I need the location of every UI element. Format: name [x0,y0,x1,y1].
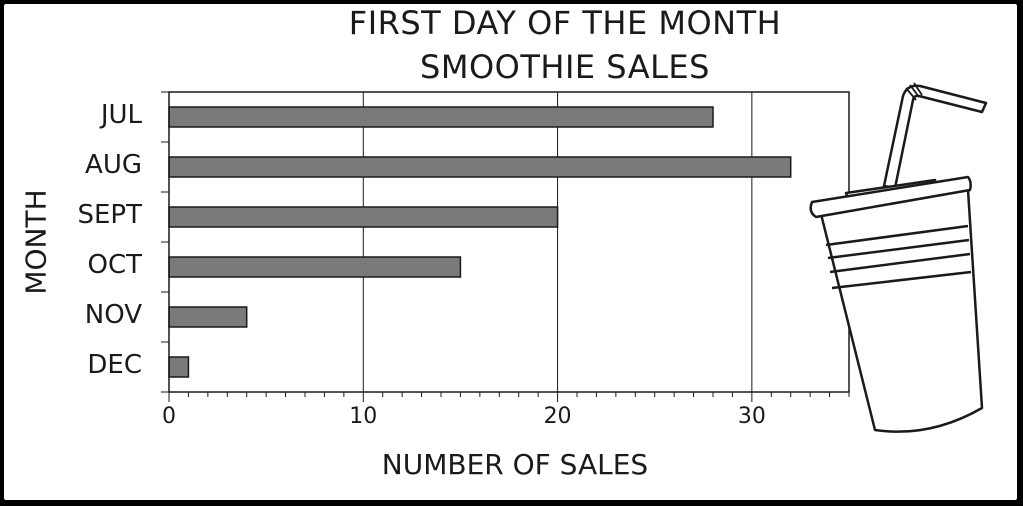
bar-sept [168,206,559,228]
bars [168,106,792,378]
bar-dec [168,356,190,378]
x-axis-label: NUMBER OF SALES [381,448,649,481]
category-label-oct: OCT [87,250,142,280]
bar-oct [168,256,462,278]
x-tick-label-20: 20 [543,404,572,429]
bar-aug [168,156,792,178]
x-tick-label-0: 0 [162,404,176,429]
bar-jul [168,106,714,128]
x-tick-label-10: 10 [349,404,378,429]
category-label-sept: SEPT [77,200,143,230]
axes [161,91,850,402]
grid-lines [362,92,753,392]
bar-nov [168,306,248,328]
cup-with-straw-icon [809,82,988,433]
category-label-aug: AUG [85,150,142,180]
category-label-dec: DEC [87,350,142,380]
chart-title-line-2: SMOOTHIE SALES [420,48,710,86]
x-tick-label-30: 30 [737,404,766,429]
chart-title-line-1: FIRST DAY OF THE MONTH [348,4,782,42]
category-label-jul: JUL [100,100,142,130]
category-label-nov: NOV [84,300,142,330]
plot-border [168,91,850,393]
